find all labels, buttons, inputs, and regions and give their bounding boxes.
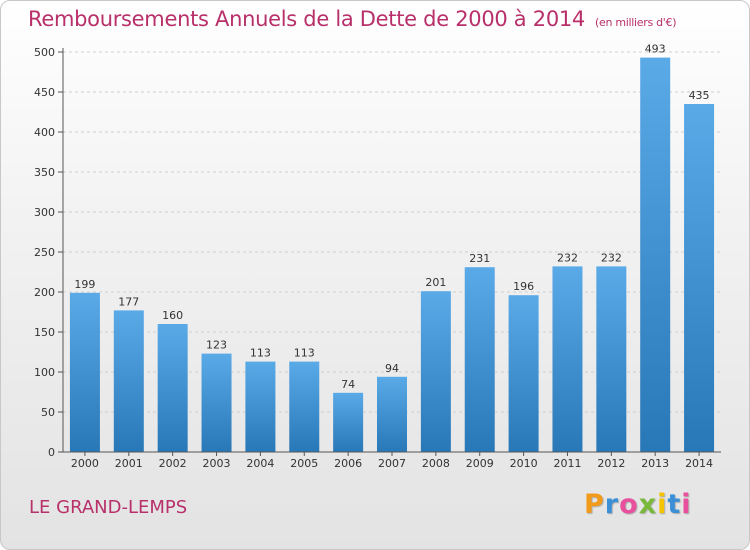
bar-2005	[289, 361, 320, 452]
bar-2014	[684, 104, 715, 452]
x-tick-label-2001: 2001	[115, 457, 143, 470]
value-label-2003: 123	[206, 339, 227, 352]
logo-letter: i	[657, 489, 668, 520]
y-tick-label: 300	[34, 206, 55, 219]
x-tick-label-2008: 2008	[422, 457, 450, 470]
x-tick-label-2012: 2012	[597, 457, 625, 470]
logo-letter: o	[619, 489, 639, 520]
y-tick-label: 100	[34, 366, 55, 379]
place-name: LE GRAND-LEMPS	[29, 497, 188, 518]
bar-2006	[333, 392, 364, 452]
bar-2004	[245, 361, 276, 452]
y-tick-label: 250	[34, 246, 55, 259]
x-tick-label-2003: 2003	[203, 457, 231, 470]
value-label-2008: 201	[425, 276, 446, 289]
x-tick-label-2006: 2006	[334, 457, 362, 470]
x-tick-label-2004: 2004	[246, 457, 274, 470]
logo-letter: i	[681, 489, 692, 520]
y-tick-label: 0	[48, 446, 55, 459]
chart-unit: (en milliers d'€)	[595, 16, 677, 29]
bar-2002	[157, 324, 188, 452]
x-tick-label-2009: 2009	[466, 457, 494, 470]
logo-letter: P	[584, 489, 605, 520]
bar-2010	[508, 295, 539, 452]
x-tick-label-2011: 2011	[553, 457, 581, 470]
y-tick-label: 200	[34, 286, 55, 299]
value-label-2009: 231	[469, 252, 490, 265]
x-tick-label-2014: 2014	[685, 457, 713, 470]
y-tick-label: 350	[34, 166, 55, 179]
bar-2009	[464, 267, 495, 452]
bar-2007	[377, 376, 407, 452]
y-tick-label: 50	[41, 406, 55, 419]
x-tick-label-2002: 2002	[159, 457, 187, 470]
logo-letter: t	[667, 489, 682, 520]
chart-title: Remboursements Annuels de la Dette de 20…	[28, 7, 676, 31]
value-label-2014: 435	[689, 89, 710, 102]
y-tick-label: 150	[34, 326, 55, 339]
bar-2012	[596, 266, 627, 452]
bar-2011	[552, 266, 583, 452]
proxiti-logo: Proxiti	[584, 489, 692, 520]
bar-2008	[420, 291, 451, 452]
value-label-2006: 74	[341, 378, 355, 391]
x-tick-label-2005: 2005	[290, 457, 318, 470]
logo-letter: x	[638, 489, 658, 520]
bar-2003	[201, 353, 232, 452]
value-label-2002: 160	[162, 309, 183, 322]
x-tick-label-2007: 2007	[378, 457, 406, 470]
y-tick-label: 450	[34, 86, 55, 99]
y-tick-label: 500	[34, 46, 55, 59]
x-tick-label-2013: 2013	[641, 457, 669, 470]
bar-2013	[640, 57, 671, 452]
value-label-2001: 177	[118, 295, 139, 308]
y-tick-label: 400	[34, 126, 55, 139]
chart-title-text: Remboursements Annuels de la Dette de 20…	[28, 7, 585, 31]
x-tick-label-2010: 2010	[510, 457, 538, 470]
value-label-2007: 94	[385, 362, 399, 375]
value-label-2000: 199	[74, 278, 95, 291]
logo-letter: r	[604, 489, 620, 520]
bar-2000	[69, 292, 100, 452]
bar-2001	[113, 310, 144, 452]
value-label-2004: 113	[250, 347, 271, 360]
x-tick-label-2000: 2000	[71, 457, 99, 470]
value-label-2011: 232	[557, 251, 578, 264]
value-label-2012: 232	[601, 251, 622, 264]
value-label-2005: 113	[294, 347, 315, 360]
value-label-2010: 196	[513, 280, 534, 293]
value-label-2013: 493	[645, 43, 666, 56]
